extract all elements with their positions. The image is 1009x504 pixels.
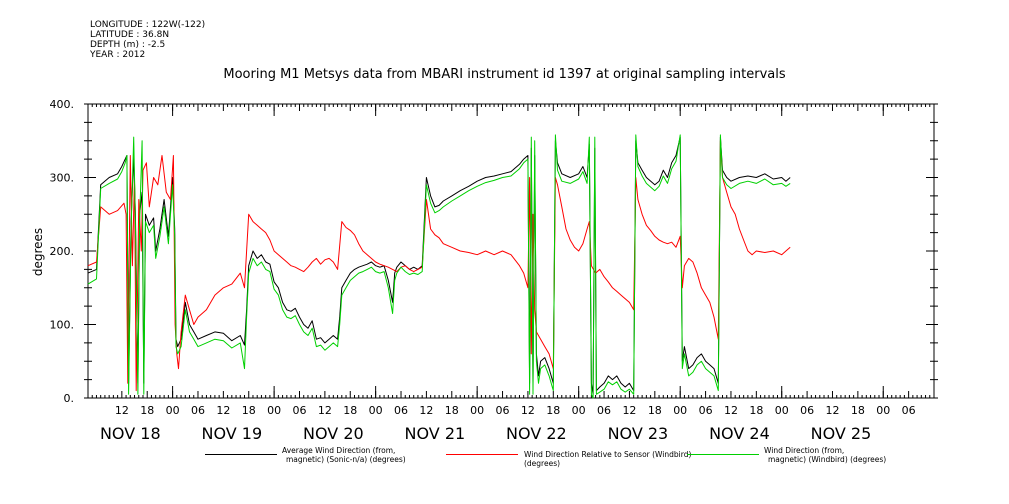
plot-frame: [87, 103, 935, 399]
legend-label-2: Wind Direction Relative to Sensor (Windb…: [524, 450, 724, 468]
x-hour-tick-label: 18: [343, 404, 357, 417]
legend-label-line: Wind Direction Relative to Sensor (Windb…: [524, 450, 692, 468]
legend-label-line: magnetic) (Sonic-n/a) (degrees): [286, 455, 406, 464]
x-day-label: NOV 20: [303, 424, 364, 443]
x-hour-tick-label: 00: [267, 404, 281, 417]
x-hour-tick-label: 12: [622, 404, 636, 417]
x-hour-tick-label: 18: [140, 404, 154, 417]
x-hour-tick-label: 06: [191, 404, 205, 417]
y-tick-label: 400.: [50, 98, 75, 111]
latitude-label: LATITUDE : 36.8N: [90, 30, 170, 40]
x-day-label: NOV 22: [506, 424, 567, 443]
legend-swatch-2: [446, 454, 518, 455]
x-hour-tick-label: 12: [419, 404, 433, 417]
y-axis-label: degrees: [31, 228, 45, 276]
x-hour-tick-label: 18: [749, 404, 763, 417]
x-hour-tick-label: 18: [546, 404, 560, 417]
x-day-label: NOV 19: [201, 424, 262, 443]
legend-label-1: Average Wind Direction (from, magnetic) (…: [282, 446, 442, 464]
x-hour-tick-label: 06: [394, 404, 408, 417]
y-tick-label: 100.: [50, 319, 75, 332]
x-hour-tick-label: 18: [648, 404, 662, 417]
depth-label: DEPTH (m) : -2.5: [90, 40, 166, 50]
metadata-block: LONGITUDE : 122W(-122) LATITUDE : 36.8N …: [90, 20, 205, 60]
x-hour-tick-label: 00: [166, 404, 180, 417]
y-tick-label: 200.: [50, 245, 75, 258]
x-hour-tick-label: 00: [673, 404, 687, 417]
x-hour-tick-label: 00: [876, 404, 890, 417]
legend-swatch-3: [687, 454, 759, 455]
x-hour-tick-label: 00: [470, 404, 484, 417]
legend-label-3: Wind Direction (from, magnetic) (Windbird…: [764, 446, 924, 464]
longitude-label: LONGITUDE : 122W(-122): [90, 20, 206, 30]
x-hour-tick-label: 06: [597, 404, 611, 417]
x-hour-tick-label: 00: [572, 404, 586, 417]
x-hour-tick-label: 12: [521, 404, 535, 417]
chart-title: Mooring M1 Metsys data from MBARI instru…: [223, 67, 786, 82]
legend-label-line: Average Wind Direction (from,: [282, 446, 396, 455]
legend-label-line: Wind Direction (from,: [764, 446, 845, 455]
x-hour-tick-label: 00: [775, 404, 789, 417]
x-hour-tick-label: 12: [724, 404, 738, 417]
x-day-label: NOV 25: [811, 424, 872, 443]
x-hour-tick-label: 12: [318, 404, 332, 417]
x-hour-tick-label: 18: [851, 404, 865, 417]
series-line-3: [87, 134, 791, 399]
x-hour-tick-label: 18: [445, 404, 459, 417]
legend-swatch-1: [205, 454, 277, 455]
x-hour-tick-label: 06: [902, 404, 916, 417]
x-hour-tick-label: 12: [115, 404, 129, 417]
x-day-label: NOV 23: [608, 424, 669, 443]
x-hour-tick-label: 18: [242, 404, 256, 417]
legend-label-line: magnetic) (Windbird) (degrees): [768, 455, 887, 464]
x-day-label: NOV 18: [100, 424, 161, 443]
x-hour-tick-label: 06: [699, 404, 713, 417]
x-hour-tick-label: 12: [216, 404, 230, 417]
x-hour-tick-label: 06: [800, 404, 814, 417]
x-day-label: NOV 21: [405, 424, 466, 443]
axes-group: 12 18 00 06 12 18 00 06 12 18 00 06 12 18 00 06 12 18 00 06…: [50, 98, 938, 443]
year-label: YEAR : 2012: [90, 50, 146, 60]
x-hour-tick-label: 06: [496, 404, 510, 417]
y-tick-label: 0.: [64, 392, 75, 405]
x-hour-tick-label: 12: [825, 404, 839, 417]
y-tick-label: 300.: [50, 172, 75, 185]
x-day-label: NOV 24: [709, 424, 770, 443]
series-layer: [87, 134, 791, 399]
series-line-2: [87, 140, 791, 392]
x-hour-tick-label: 00: [369, 404, 383, 417]
x-hour-tick-label: 06: [293, 404, 307, 417]
